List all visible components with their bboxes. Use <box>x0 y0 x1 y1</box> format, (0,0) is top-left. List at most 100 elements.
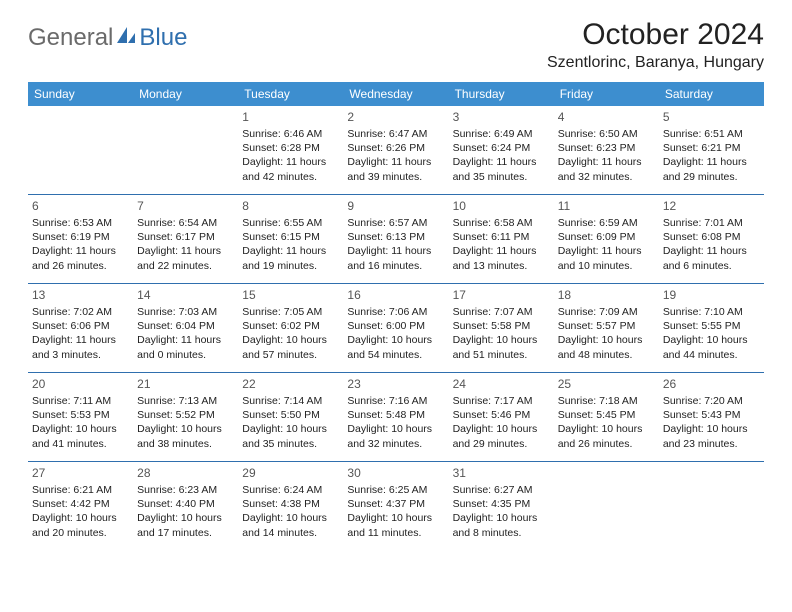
daylight-text: and 3 minutes. <box>32 348 129 362</box>
sunrise-text: Sunrise: 7:02 AM <box>32 305 129 319</box>
day-cell: 12Sunrise: 7:01 AMSunset: 6:08 PMDayligh… <box>659 195 764 283</box>
day-cell: 19Sunrise: 7:10 AMSunset: 5:55 PMDayligh… <box>659 284 764 372</box>
sunset-text: Sunset: 5:53 PM <box>32 408 129 422</box>
daylight-text: and 38 minutes. <box>137 437 234 451</box>
daylight-text: Daylight: 11 hours <box>347 244 444 258</box>
sunrise-text: Sunrise: 7:09 AM <box>558 305 655 319</box>
weekday-header-row: Sunday Monday Tuesday Wednesday Thursday… <box>28 82 764 106</box>
daylight-text: Daylight: 10 hours <box>137 422 234 436</box>
day-cell <box>554 462 659 550</box>
sunset-text: Sunset: 5:58 PM <box>453 319 550 333</box>
sunset-text: Sunset: 5:46 PM <box>453 408 550 422</box>
day-number: 17 <box>453 288 550 302</box>
daylight-text: and 10 minutes. <box>558 259 655 273</box>
weekday-header: Tuesday <box>238 82 343 106</box>
daylight-text: Daylight: 10 hours <box>453 422 550 436</box>
daylight-text: Daylight: 11 hours <box>558 244 655 258</box>
sunrise-text: Sunrise: 7:05 AM <box>242 305 339 319</box>
day-cell: 8Sunrise: 6:55 AMSunset: 6:15 PMDaylight… <box>238 195 343 283</box>
brand-text-blue: Blue <box>139 24 187 52</box>
day-cell: 31Sunrise: 6:27 AMSunset: 4:35 PMDayligh… <box>449 462 554 550</box>
day-cell: 15Sunrise: 7:05 AMSunset: 6:02 PMDayligh… <box>238 284 343 372</box>
daylight-text: Daylight: 10 hours <box>558 422 655 436</box>
daylight-text: and 14 minutes. <box>242 526 339 540</box>
sunrise-text: Sunrise: 6:21 AM <box>32 483 129 497</box>
daylight-text: Daylight: 11 hours <box>558 155 655 169</box>
sunset-text: Sunset: 6:13 PM <box>347 230 444 244</box>
daylight-text: and 11 minutes. <box>347 526 444 540</box>
day-number: 14 <box>137 288 234 302</box>
sunset-text: Sunset: 4:38 PM <box>242 497 339 511</box>
daylight-text: and 26 minutes. <box>32 259 129 273</box>
weekday-header: Sunday <box>28 82 133 106</box>
sunrise-text: Sunrise: 6:46 AM <box>242 127 339 141</box>
day-cell: 7Sunrise: 6:54 AMSunset: 6:17 PMDaylight… <box>133 195 238 283</box>
sunrise-text: Sunrise: 6:57 AM <box>347 216 444 230</box>
week-row: 13Sunrise: 7:02 AMSunset: 6:06 PMDayligh… <box>28 283 764 372</box>
sunset-text: Sunset: 6:02 PM <box>242 319 339 333</box>
sunset-text: Sunset: 5:43 PM <box>663 408 760 422</box>
sunrise-text: Sunrise: 7:06 AM <box>347 305 444 319</box>
sunrise-text: Sunrise: 6:55 AM <box>242 216 339 230</box>
daylight-text: and 42 minutes. <box>242 170 339 184</box>
sunset-text: Sunset: 6:28 PM <box>242 141 339 155</box>
week-row: 1Sunrise: 6:46 AMSunset: 6:28 PMDaylight… <box>28 106 764 194</box>
day-cell: 29Sunrise: 6:24 AMSunset: 4:38 PMDayligh… <box>238 462 343 550</box>
day-number: 5 <box>663 110 760 124</box>
sunset-text: Sunset: 6:00 PM <box>347 319 444 333</box>
weekday-header: Wednesday <box>343 82 448 106</box>
day-number: 1 <box>242 110 339 124</box>
sunrise-text: Sunrise: 7:03 AM <box>137 305 234 319</box>
day-cell: 26Sunrise: 7:20 AMSunset: 5:43 PMDayligh… <box>659 373 764 461</box>
day-cell: 23Sunrise: 7:16 AMSunset: 5:48 PMDayligh… <box>343 373 448 461</box>
sunrise-text: Sunrise: 7:16 AM <box>347 394 444 408</box>
daylight-text: Daylight: 10 hours <box>663 333 760 347</box>
day-number: 9 <box>347 199 444 213</box>
sunset-text: Sunset: 5:48 PM <box>347 408 444 422</box>
sunset-text: Sunset: 6:17 PM <box>137 230 234 244</box>
daylight-text: Daylight: 11 hours <box>347 155 444 169</box>
daylight-text: and 13 minutes. <box>453 259 550 273</box>
daylight-text: Daylight: 10 hours <box>242 422 339 436</box>
sunset-text: Sunset: 6:08 PM <box>663 230 760 244</box>
daylight-text: and 0 minutes. <box>137 348 234 362</box>
weekday-header: Saturday <box>659 82 764 106</box>
day-number: 4 <box>558 110 655 124</box>
sunset-text: Sunset: 6:15 PM <box>242 230 339 244</box>
sunrise-text: Sunrise: 7:17 AM <box>453 394 550 408</box>
day-cell <box>28 106 133 194</box>
sunrise-text: Sunrise: 6:27 AM <box>453 483 550 497</box>
header-bar: General Blue October 2024 Szentlorinc, B… <box>28 18 764 72</box>
daylight-text: and 54 minutes. <box>347 348 444 362</box>
sunrise-text: Sunrise: 6:23 AM <box>137 483 234 497</box>
sunset-text: Sunset: 5:57 PM <box>558 319 655 333</box>
day-number: 31 <box>453 466 550 480</box>
sunrise-text: Sunrise: 6:53 AM <box>32 216 129 230</box>
daylight-text: and 29 minutes. <box>663 170 760 184</box>
daylight-text: Daylight: 11 hours <box>663 244 760 258</box>
sunrise-text: Sunrise: 7:10 AM <box>663 305 760 319</box>
sunrise-text: Sunrise: 6:24 AM <box>242 483 339 497</box>
day-number: 23 <box>347 377 444 391</box>
daylight-text: Daylight: 10 hours <box>453 333 550 347</box>
sunrise-text: Sunrise: 6:51 AM <box>663 127 760 141</box>
day-cell: 20Sunrise: 7:11 AMSunset: 5:53 PMDayligh… <box>28 373 133 461</box>
week-row: 27Sunrise: 6:21 AMSunset: 4:42 PMDayligh… <box>28 461 764 550</box>
daylight-text: Daylight: 11 hours <box>242 155 339 169</box>
day-cell: 17Sunrise: 7:07 AMSunset: 5:58 PMDayligh… <box>449 284 554 372</box>
day-cell: 30Sunrise: 6:25 AMSunset: 4:37 PMDayligh… <box>343 462 448 550</box>
day-number: 13 <box>32 288 129 302</box>
daylight-text: Daylight: 11 hours <box>137 244 234 258</box>
daylight-text: Daylight: 11 hours <box>453 244 550 258</box>
week-row: 6Sunrise: 6:53 AMSunset: 6:19 PMDaylight… <box>28 194 764 283</box>
daylight-text: Daylight: 10 hours <box>558 333 655 347</box>
daylight-text: and 22 minutes. <box>137 259 234 273</box>
daylight-text: and 23 minutes. <box>663 437 760 451</box>
daylight-text: Daylight: 10 hours <box>32 511 129 525</box>
daylight-text: Daylight: 10 hours <box>242 511 339 525</box>
day-cell: 9 Sunrise: 6:57 AMSunset: 6:13 PMDaylight… <box>343 195 448 283</box>
daylight-text: and 35 minutes. <box>453 170 550 184</box>
sunrise-text: Sunrise: 6:25 AM <box>347 483 444 497</box>
sunrise-text: Sunrise: 7:14 AM <box>242 394 339 408</box>
sunset-text: Sunset: 6:11 PM <box>453 230 550 244</box>
